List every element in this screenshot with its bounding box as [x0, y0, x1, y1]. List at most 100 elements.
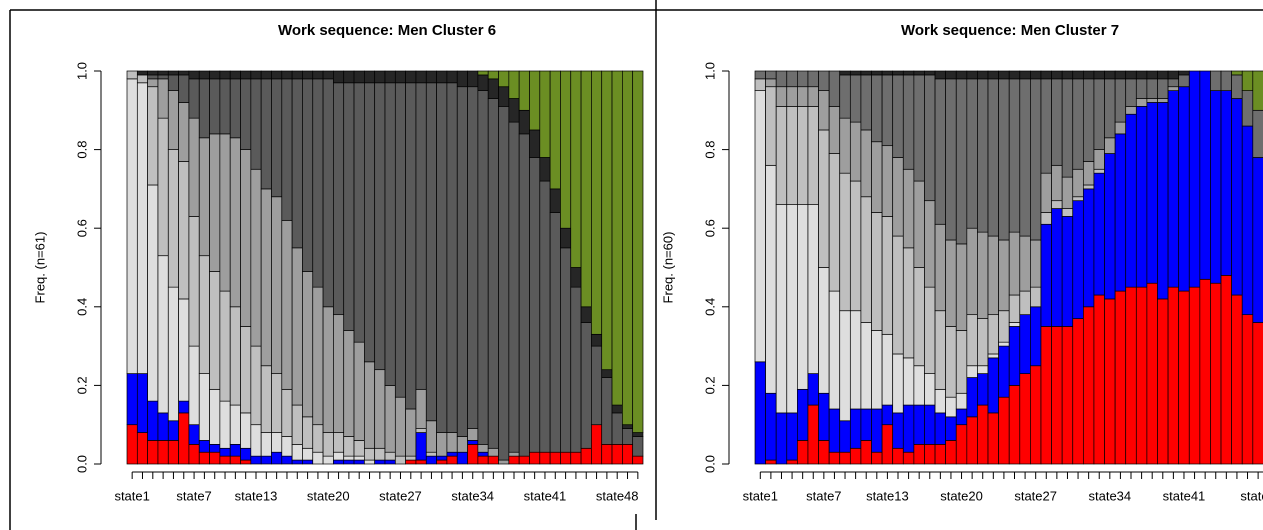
bar-segment	[1019, 314, 1031, 374]
bar-segment	[860, 129, 872, 198]
bar-segment	[188, 78, 200, 119]
bar-segment	[998, 345, 1010, 398]
bar-segment	[136, 373, 148, 433]
bar-segment	[1178, 74, 1190, 88]
bar-segment	[178, 74, 190, 103]
x-tick-label: state7	[806, 488, 841, 503]
bar-segment	[828, 408, 841, 453]
bar-segment	[1072, 318, 1084, 465]
bar-segment	[924, 444, 936, 465]
bar-segment	[157, 74, 169, 80]
bar-segment	[353, 455, 365, 461]
bar-segment	[281, 219, 293, 390]
bar-segment	[1114, 133, 1127, 292]
bar-segment	[333, 314, 345, 433]
bar-segment	[1051, 208, 1063, 327]
bar-segment	[945, 78, 957, 241]
bar-segment	[570, 451, 582, 465]
bar-segment	[477, 74, 489, 92]
bar-segment	[1114, 70, 1127, 80]
bar-segment	[913, 70, 925, 76]
bar-segment	[477, 451, 489, 457]
bar-segment	[977, 78, 989, 233]
bar-segment	[924, 200, 936, 288]
bar-segment	[987, 412, 999, 465]
bar-segment	[394, 70, 406, 84]
bar-segment	[229, 404, 241, 445]
bar-segment	[178, 161, 190, 300]
bar-segment	[405, 70, 417, 84]
bar-segment	[754, 90, 766, 363]
bar-segment	[136, 432, 148, 465]
bar-segment	[945, 326, 957, 398]
bar-segment	[1114, 290, 1127, 465]
bar-segment	[818, 70, 830, 91]
bar-segment	[1146, 282, 1158, 465]
bar-segment	[1093, 70, 1105, 80]
bar-segment	[987, 357, 999, 414]
bar-segment	[374, 70, 386, 84]
bar-segment	[881, 333, 894, 406]
bar-segment	[1019, 290, 1031, 316]
bar-segment	[797, 86, 809, 107]
bar-segment	[1008, 70, 1021, 80]
bar-segment	[1019, 373, 1031, 465]
bar-segment	[250, 455, 262, 465]
bar-segment	[508, 455, 520, 465]
bar-segment	[188, 117, 200, 217]
bar-segment	[353, 440, 365, 457]
bar-segment	[1157, 78, 1169, 99]
bar-segment	[219, 400, 231, 449]
bar-segment	[807, 86, 819, 107]
bar-segment	[560, 451, 572, 465]
bar-segment	[1146, 70, 1158, 80]
bar-segment	[508, 121, 520, 453]
bar-segment	[934, 444, 947, 465]
bar-segment	[539, 157, 551, 182]
bar-segment	[167, 74, 179, 92]
bar-segment	[167, 70, 179, 76]
bar-segment	[775, 106, 788, 205]
bar-segment	[807, 70, 819, 88]
bar-segment	[312, 70, 324, 80]
bar-segment	[580, 70, 592, 308]
bar-segment	[353, 70, 365, 84]
bar-segment	[477, 455, 489, 465]
bar-segment	[498, 86, 510, 107]
bar-segment	[436, 82, 448, 433]
bar-segment	[291, 459, 303, 465]
bar-segment	[209, 78, 221, 135]
bar-segment	[1008, 322, 1021, 327]
bar-segment	[518, 70, 530, 111]
bar-segment	[508, 98, 520, 123]
bar-segment	[611, 404, 623, 414]
bar-segment	[353, 82, 365, 343]
bar-segment	[1040, 78, 1052, 174]
bar-segment	[955, 330, 968, 394]
y-axis-label: Freq. (n=60)	[660, 232, 675, 304]
bar-segment	[1220, 275, 1232, 465]
bar-segment	[998, 341, 1010, 347]
bar-segment	[622, 70, 634, 426]
bar-segment	[892, 74, 904, 158]
bar-segment	[302, 416, 314, 449]
bar-segment	[797, 204, 809, 390]
bar-segment	[1125, 106, 1137, 115]
bar-segment	[312, 424, 324, 453]
bar-segment	[498, 70, 510, 88]
bar-segment	[765, 459, 777, 465]
bar-segment	[977, 70, 989, 80]
bar-segment	[188, 216, 200, 347]
bar-segment	[343, 82, 355, 331]
bar-segment	[580, 322, 592, 449]
bar-segment	[1167, 78, 1180, 88]
x-tick-label: state27	[1014, 488, 1057, 503]
bar-segment	[405, 82, 417, 410]
bar-segment	[260, 432, 272, 457]
bar-segment	[167, 149, 179, 288]
bar-segment	[987, 78, 999, 237]
x-tick-label: state1	[743, 488, 778, 503]
bar-segment	[343, 436, 355, 457]
bar-segment	[364, 447, 376, 461]
bar-segment	[966, 314, 978, 367]
